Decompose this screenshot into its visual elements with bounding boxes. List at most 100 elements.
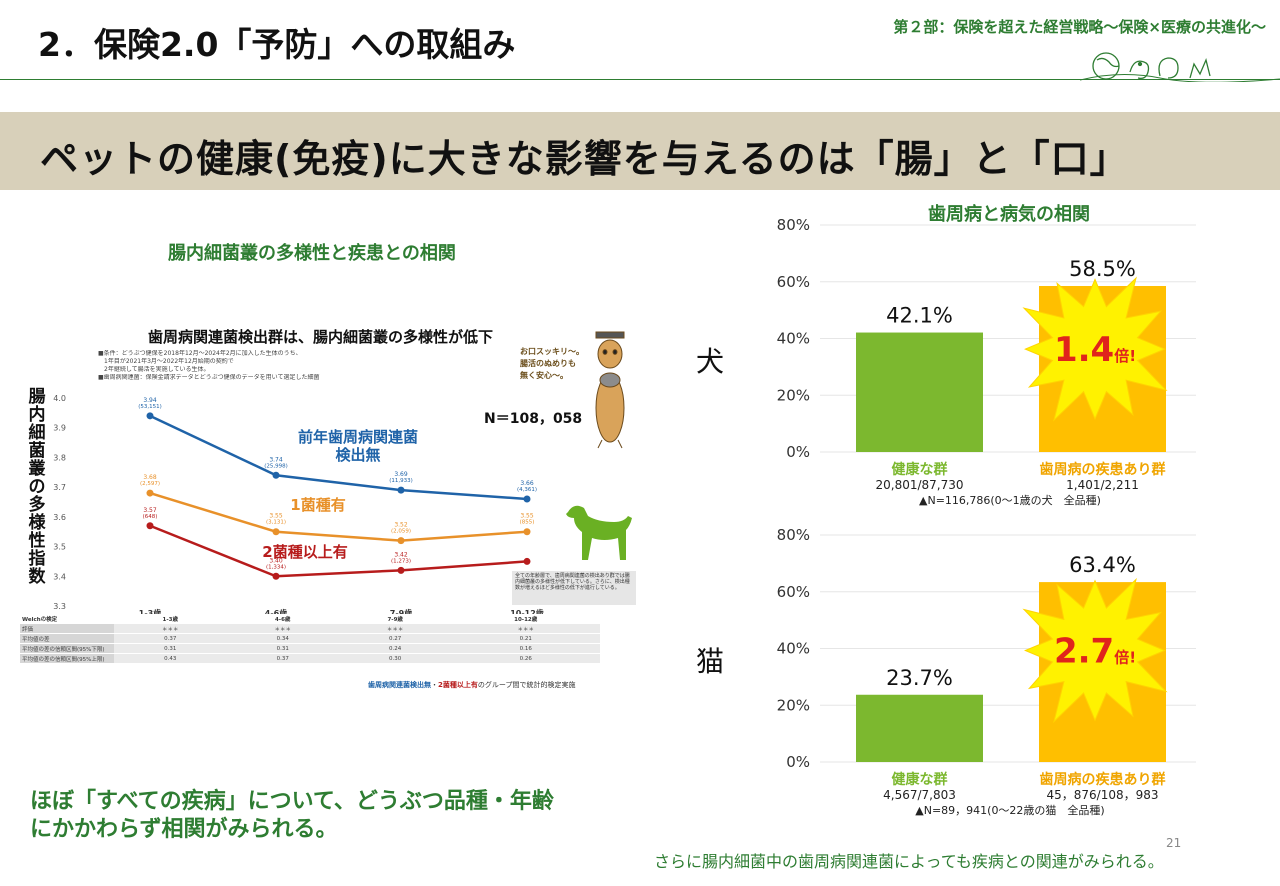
count-label: (4,361)	[517, 487, 537, 493]
condition-line: 1年目が2021年3月～2022年12月始期の契約で	[98, 358, 234, 365]
meerkat-speech-bubble: お口スッキリ～。 腸活のぬめりも 無く安心～。	[520, 346, 584, 382]
table-row-label: 平均値の差の信頼区間(95%上限)	[20, 653, 114, 664]
table-cell: 0.43	[114, 653, 227, 664]
multiplier-value: 2.7	[1054, 631, 1114, 671]
bubble-line: 無く安心～。	[520, 371, 568, 380]
table-header-row: Welchの検定 1-3歳 4-6歳 7-9歳 10-12歳	[20, 614, 600, 624]
slide-title: 2．保険2.0「予防」への取組み	[38, 25, 516, 64]
y-tick-label: 3.5	[53, 543, 66, 552]
data-point	[146, 522, 154, 530]
table-cell: ＊＊＊	[226, 623, 339, 634]
meerkat-mascot-illustration	[595, 331, 625, 449]
data-label: 3.55	[520, 513, 534, 520]
data-point	[397, 566, 405, 574]
y-tick-label: 60%	[777, 583, 810, 601]
headline-text: ペットの健康(免疫)に大きな影響を与えるのは「腸」と「口」	[40, 137, 1129, 181]
bar-value-label: 23.7%	[886, 666, 953, 690]
statistical-test-footnote: 歯周病関連菌検出無・2菌種以上有のグループ間で統計的検定実施	[368, 680, 575, 690]
count-label: (1,273)	[391, 558, 411, 564]
table-cell: 0.16	[451, 643, 600, 654]
count-label: (3,131)	[266, 520, 286, 526]
table-cell: ＊＊＊	[114, 623, 227, 634]
y-tick-label: 0%	[786, 443, 810, 461]
series-line	[149, 524, 528, 578]
supplementary-conclusion: さらに腸内細菌中の歯周病関連菌によっても疾病との関連がみられる。	[654, 852, 1164, 871]
line-chart: 4.0 3.9 3.8 3.7 3.6 3.5 3.4 3.3 1-3歳 4-6歳 7-9歳 10-1…	[53, 394, 544, 618]
conclusion-line: ほぼ「すべての疾病」について、どうぶつ品種・年齢	[30, 789, 554, 814]
header-divider-curve	[1080, 73, 1280, 82]
condition-line: 2年継続して腸活を実施している生体。	[98, 366, 210, 373]
data-point	[146, 412, 154, 420]
count-label: 1,401/2,211	[1066, 478, 1139, 492]
x-tick-label: 1-3歳	[139, 608, 161, 618]
multiplier-suffix: 倍!	[1114, 347, 1136, 365]
bar-healthy	[856, 694, 983, 762]
sample-note: ▲N=89，941(0～22歳の猫 全品種)	[915, 803, 1104, 817]
data-label: 3.42	[394, 551, 408, 558]
welch-test-table: Welchの検定 1-3歳 4-6歳 7-9歳 10-12歳 評価 ＊＊＊ ＊＊…	[20, 614, 600, 664]
y-tick-label: 3.8	[53, 453, 66, 462]
table-cell: 0.34	[226, 633, 339, 644]
table-header-cell: 7-9歳	[338, 614, 452, 624]
table-header-cell: 10-12歳	[451, 614, 600, 624]
count-label: 45，876/108，983	[1046, 788, 1158, 802]
data-point	[523, 528, 531, 536]
data-label: 3.68	[143, 474, 157, 481]
footnote-red-group: 2菌種以上有	[438, 681, 478, 689]
multiplier-label: 2.7倍!	[1054, 631, 1136, 671]
starburst-shape	[1022, 276, 1168, 422]
y-tick-label: 4.0	[53, 394, 66, 403]
starburst-shape	[1022, 577, 1168, 724]
multiplier-label: 1.4倍!	[1054, 330, 1136, 370]
y-tick-label: 40%	[777, 330, 810, 348]
table-cell: 0.26	[451, 653, 600, 664]
series-line	[149, 491, 528, 542]
category-label: 歯周病の疾患あり群	[1040, 771, 1166, 788]
dog-silhouette-icon	[566, 505, 632, 560]
left-panel-title: 腸内細菌叢の多様性と疾患との相関	[168, 243, 456, 264]
bar-healthy	[856, 332, 983, 452]
conditions-text: ■条件：どうぶつ健保を2018年12月～2024年2月に加入した生体のうち、 1…	[98, 350, 342, 382]
data-label: 3.94	[143, 397, 157, 404]
bar-value-label: 63.4%	[1069, 553, 1136, 577]
footnote-blue-group: 歯周病関連菌検出無	[368, 681, 431, 689]
y-tick-label: 0%	[786, 753, 810, 771]
series-label: 1菌種有	[290, 496, 345, 514]
count-label: (648)	[143, 514, 158, 520]
data-label: 3.66	[520, 480, 534, 487]
table-cell: 0.37	[114, 633, 227, 644]
bar-value-label: 58.5%	[1069, 257, 1136, 281]
line-chart-y-axis-title: 腸内細菌叢の多様性指数	[28, 387, 46, 587]
condition-line: ■条件：どうぶつ健保を2018年12月～2024年2月に加入した生体のうち、	[98, 350, 302, 357]
count-label: (1,334)	[266, 564, 286, 570]
count-label: (25,998)	[264, 463, 288, 469]
y-tick-label: 80%	[777, 216, 810, 234]
data-point	[397, 537, 405, 545]
series-label: 前年歯周病関連菌	[298, 428, 418, 446]
y-tick-label: 3.6	[53, 513, 66, 522]
x-tick-label: 4-6歳	[265, 608, 287, 618]
y-tick-label: 40%	[777, 640, 810, 658]
bubble-line: 腸活のぬめりも	[520, 359, 576, 368]
data-point	[523, 495, 531, 503]
section-label: 第２部：保険を超えた経営戦略～保険×医療の共進化～	[893, 18, 1266, 36]
data-label: 3.74	[269, 456, 283, 463]
table-row: 平均値の差の信頼区間(95%下限) 0.31 0.31 0.24 0.16	[20, 643, 600, 654]
data-point	[146, 489, 154, 497]
bar-chart-title: 歯周病と病気の相関	[928, 204, 1090, 225]
category-label: 健康な群	[892, 771, 948, 788]
table-cell: 0.31	[114, 643, 227, 654]
multiplier-suffix: 倍!	[1114, 648, 1136, 666]
y-tick-label: 3.9	[53, 424, 66, 433]
count-label: (855)	[520, 520, 535, 526]
table-row: 平均値の差の信頼区間(95%上限) 0.43 0.37 0.30 0.26	[20, 653, 600, 664]
table-cell: 0.27	[338, 633, 452, 644]
data-label: 3.52	[394, 522, 408, 529]
analysis-note-box: 全ての年齢層で、歯周病関連菌の検出あり群では腸内細菌叢の多様性が低下している。さ…	[512, 571, 636, 605]
table-cell: ＊＊＊	[338, 623, 452, 634]
series-label: 2菌種以上有	[262, 543, 347, 561]
category-label: 健康な群	[892, 461, 948, 478]
count-label: (11,933)	[389, 478, 413, 484]
